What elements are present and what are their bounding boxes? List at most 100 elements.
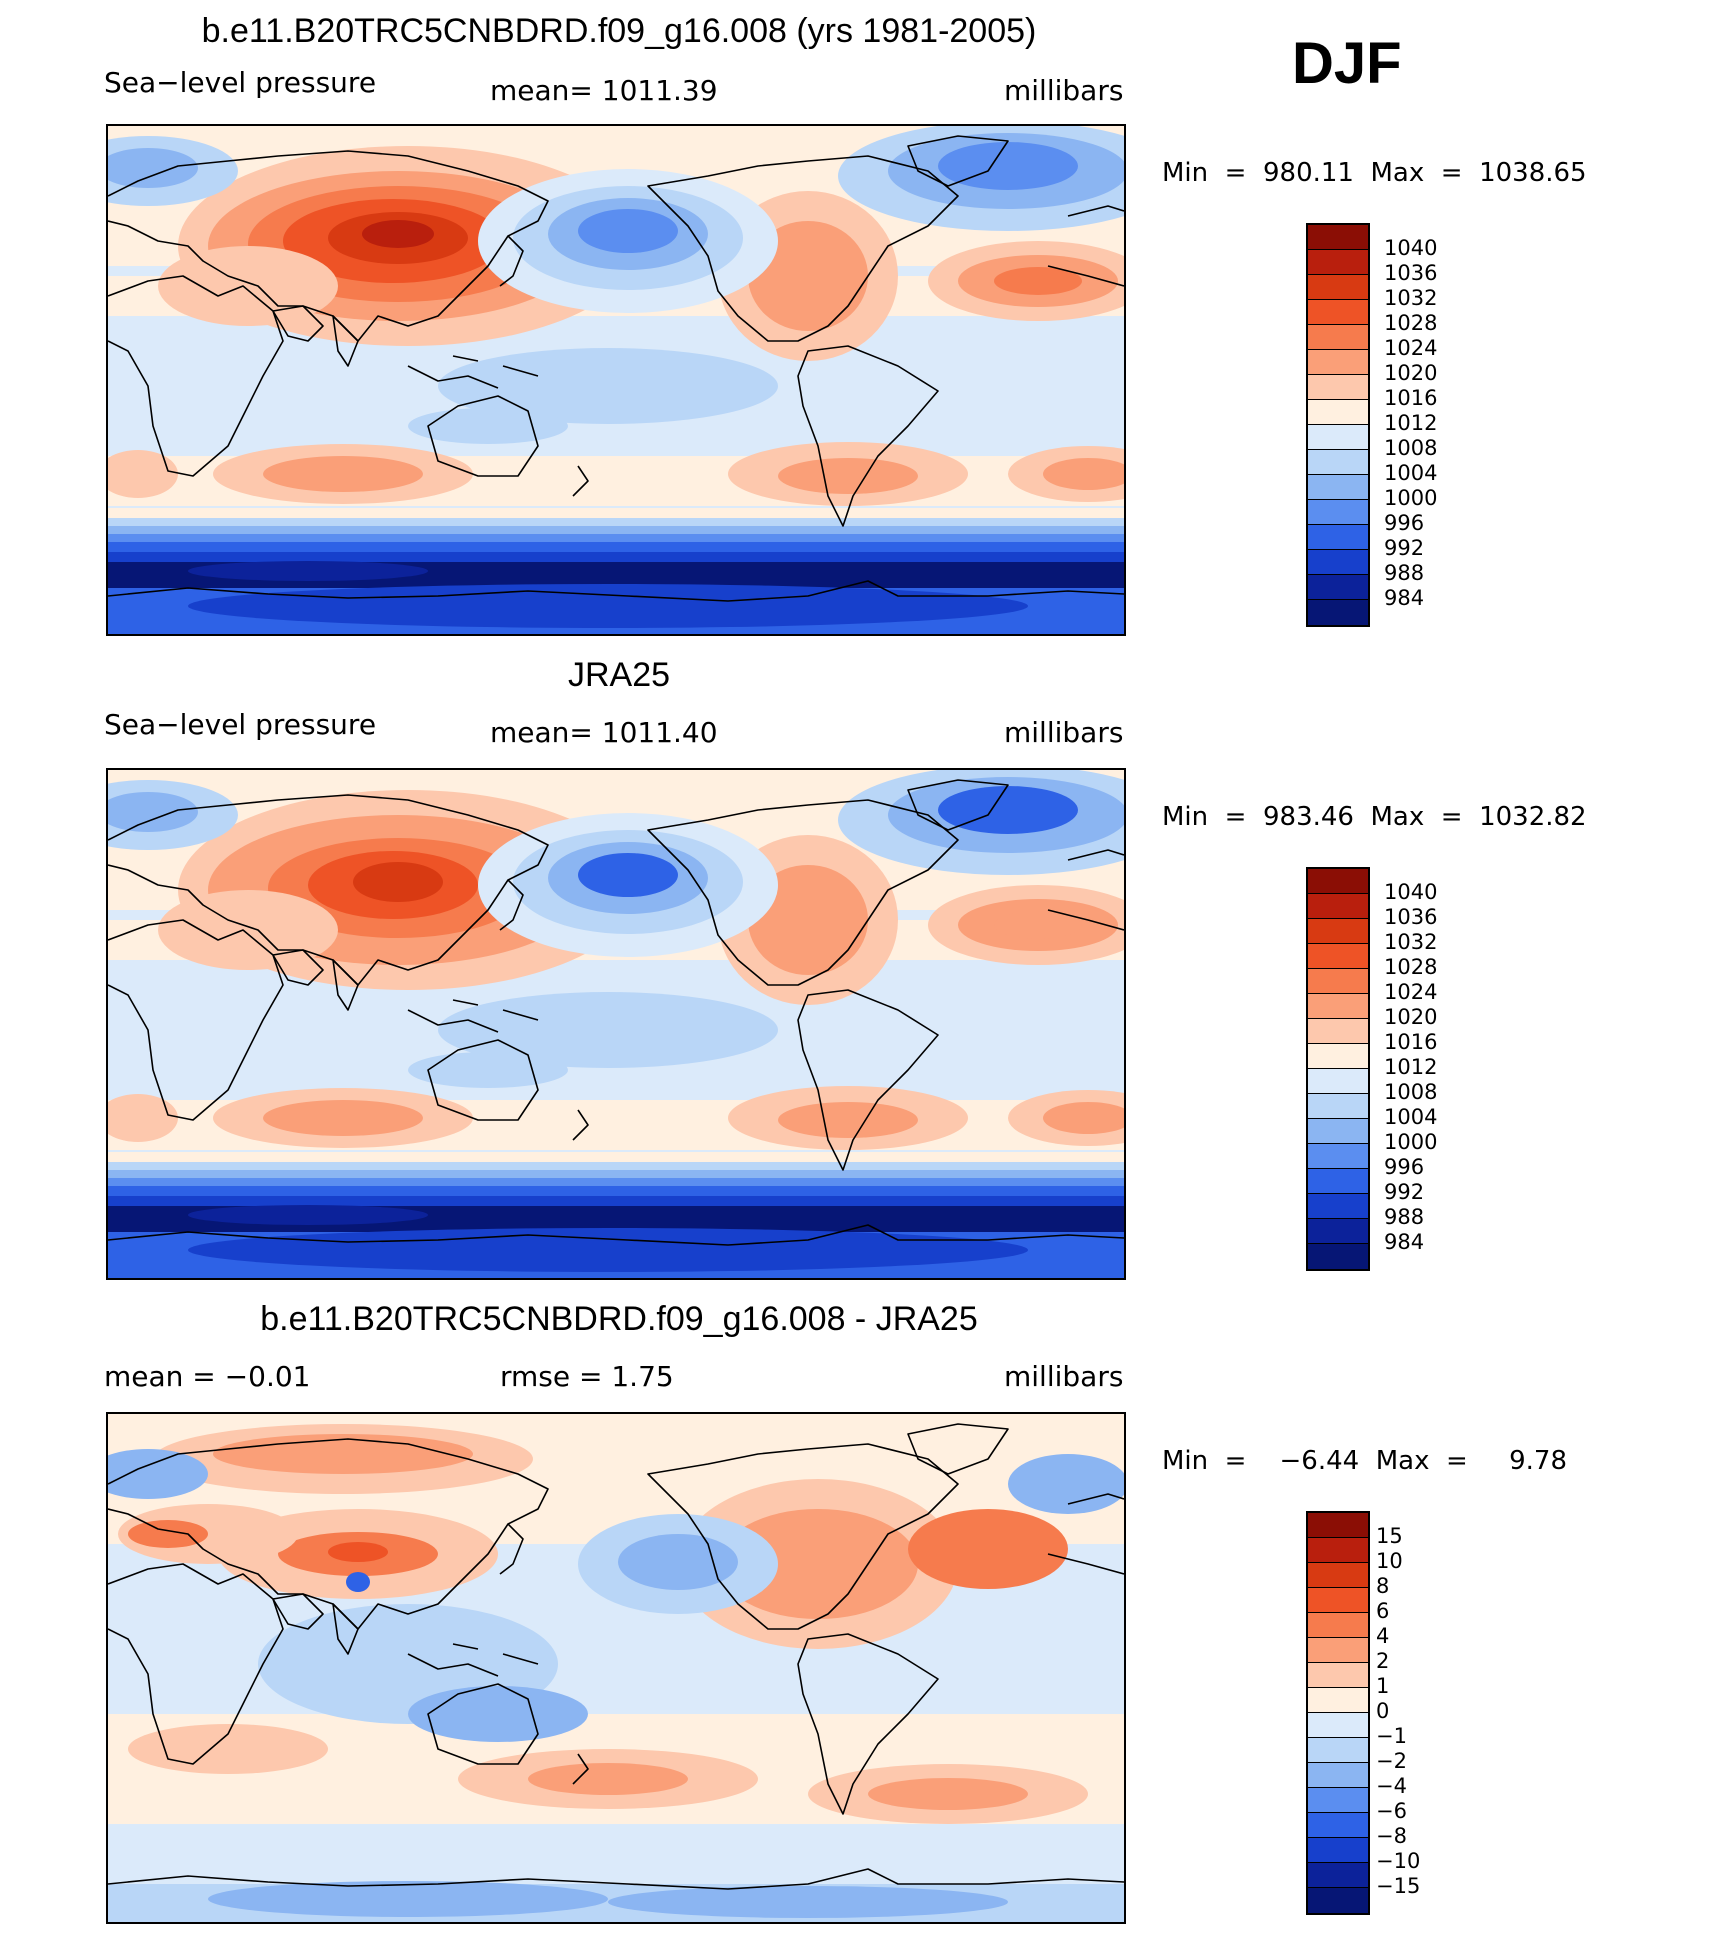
- pressure-contour: [188, 1228, 1028, 1272]
- arabia-coastline: [272, 1593, 324, 1630]
- panel-2-map: [106, 768, 1126, 1280]
- filled-contours: [108, 770, 1124, 1278]
- colorbar-swatch: [1308, 375, 1368, 400]
- pressure-contour: [938, 142, 1078, 190]
- colorbar-swatch: [1308, 1044, 1368, 1069]
- pressure-contour: [618, 1534, 738, 1590]
- colorbar-level-label: 996: [1384, 511, 1425, 535]
- india-coastline: [332, 315, 359, 367]
- africa-coastline: [108, 919, 284, 1121]
- colorbar-level-label: 0: [1376, 1699, 1390, 1723]
- panel-2-map-canvas: [108, 770, 1124, 1278]
- south-america-coastline: [797, 1633, 939, 1815]
- colorbar-swatch: [1308, 1244, 1368, 1269]
- colorbar-level-label: 8: [1376, 1574, 1390, 1598]
- eurasia-coastline: [108, 150, 549, 342]
- colorbar-swatch: [1308, 1788, 1368, 1813]
- colorbar-swatch: [1308, 425, 1368, 450]
- colorbar-swatch: [1308, 1588, 1368, 1613]
- colorbar-level-label: 1024: [1384, 980, 1438, 1004]
- colorbar-swatch: [1308, 500, 1368, 525]
- panel-2-colorbar: [1306, 867, 1370, 1271]
- colorbar-level-label: 1020: [1384, 1005, 1438, 1029]
- panel-3-title: b.e11.B20TRC5CNBDRD.f09_g16.008 - JRA25: [260, 1300, 978, 1338]
- antarctica-coastline: [108, 1868, 1124, 1890]
- greenland-coastline: [907, 1423, 1009, 1475]
- pressure-band: [108, 552, 1124, 562]
- pressure-contour: [108, 148, 198, 188]
- colorbar-level-label: 1040: [1384, 236, 1438, 260]
- panel-3-units: millibars: [1004, 1360, 1124, 1393]
- colorbar-level-label: 1016: [1384, 386, 1438, 410]
- pressure-contour: [346, 1572, 370, 1592]
- pressure-band: [108, 1186, 1124, 1196]
- pressure-contour: [362, 220, 434, 248]
- colorbar-swatch: [1308, 1194, 1368, 1219]
- antarctica-coastline: [108, 1224, 1124, 1246]
- colorbar-level-label: 1032: [1384, 286, 1438, 310]
- pressure-contour: [408, 1052, 568, 1088]
- colorbar-swatch: [1308, 1688, 1368, 1713]
- panel-1-map: [106, 124, 1126, 636]
- south-america-coastline: [797, 989, 939, 1171]
- south-america-coastline: [797, 345, 939, 527]
- colorbar-level-label: 1012: [1384, 1055, 1438, 1079]
- eurasia-coastline: [108, 794, 549, 986]
- colorbar-level-label: 6: [1376, 1599, 1390, 1623]
- australia-coastline: [427, 1683, 539, 1765]
- panel-2-colorbar-labels: 1040 1036 1032 1028 1024 1020 1016 1012 1008 1004…: [1384, 880, 1437, 1255]
- pressure-band: [108, 526, 1124, 534]
- filled-contours: [108, 1414, 1124, 1922]
- eurasia-coastline: [108, 1438, 549, 1630]
- arabia-coastline: [272, 305, 324, 342]
- panel-3-colorbar: [1306, 1511, 1370, 1915]
- season-label: DJF: [1292, 31, 1402, 96]
- colorbar-swatch: [1308, 919, 1368, 944]
- pressure-band: [108, 508, 1124, 518]
- pressure-band: [108, 518, 1124, 526]
- pressure-contour: [408, 1686, 588, 1742]
- colorbar-swatch: [1308, 600, 1368, 625]
- greenland-coastline: [907, 779, 1009, 831]
- colorbar-swatch: [1308, 250, 1368, 275]
- colorbar-swatch: [1308, 1144, 1368, 1169]
- colorbar-level-label: 4: [1376, 1624, 1390, 1648]
- pressure-contour: [438, 348, 778, 424]
- colorbar-level-label: 1008: [1384, 436, 1438, 460]
- pressure-contour: [263, 1100, 423, 1136]
- india-coastline: [332, 1603, 359, 1655]
- colorbar-swatch: [1308, 550, 1368, 575]
- north-america-coastline: [647, 799, 959, 986]
- africa-coastline: [108, 275, 284, 477]
- colorbar-level-label: 984: [1384, 586, 1425, 610]
- coastlines: [108, 135, 1124, 602]
- colorbar-level-label: 1036: [1384, 261, 1438, 285]
- pressure-band: [108, 534, 1124, 542]
- pressure-contour: [718, 1509, 918, 1619]
- colorbar-level-label: −1: [1376, 1724, 1407, 1748]
- pressure-contour: [108, 792, 198, 832]
- colorbar-level-label: 1: [1376, 1674, 1390, 1698]
- pressure-contour: [188, 1205, 428, 1225]
- pressure-contour: [1043, 1102, 1124, 1134]
- colorbar-level-label: 996: [1384, 1155, 1425, 1179]
- colorbar-swatch: [1308, 969, 1368, 994]
- colorbar-level-label: 984: [1384, 1230, 1425, 1254]
- europe-coastline: [1047, 849, 1124, 931]
- japan-coastline: [499, 879, 524, 931]
- panel-2-minmax: Min = 983.46 Max = 1032.82: [1162, 802, 1587, 832]
- colorbar-level-label: −10: [1376, 1849, 1421, 1873]
- colorbar-swatch: [1308, 1738, 1368, 1763]
- pressure-band: [108, 1152, 1124, 1162]
- colorbar-swatch: [1308, 400, 1368, 425]
- pressure-band: [108, 1178, 1124, 1186]
- colorbar-swatch: [1308, 1563, 1368, 1588]
- panel-2-field-label: Sea−level pressure: [104, 708, 377, 741]
- pressure-contour: [128, 1520, 208, 1548]
- filled-contours: [108, 126, 1124, 634]
- colorbar-level-label: 992: [1384, 536, 1425, 560]
- colorbar-swatch: [1308, 1613, 1368, 1638]
- greenland-coastline: [907, 135, 1009, 187]
- colorbar-level-label: −6: [1376, 1799, 1407, 1823]
- north-america-coastline: [647, 155, 959, 342]
